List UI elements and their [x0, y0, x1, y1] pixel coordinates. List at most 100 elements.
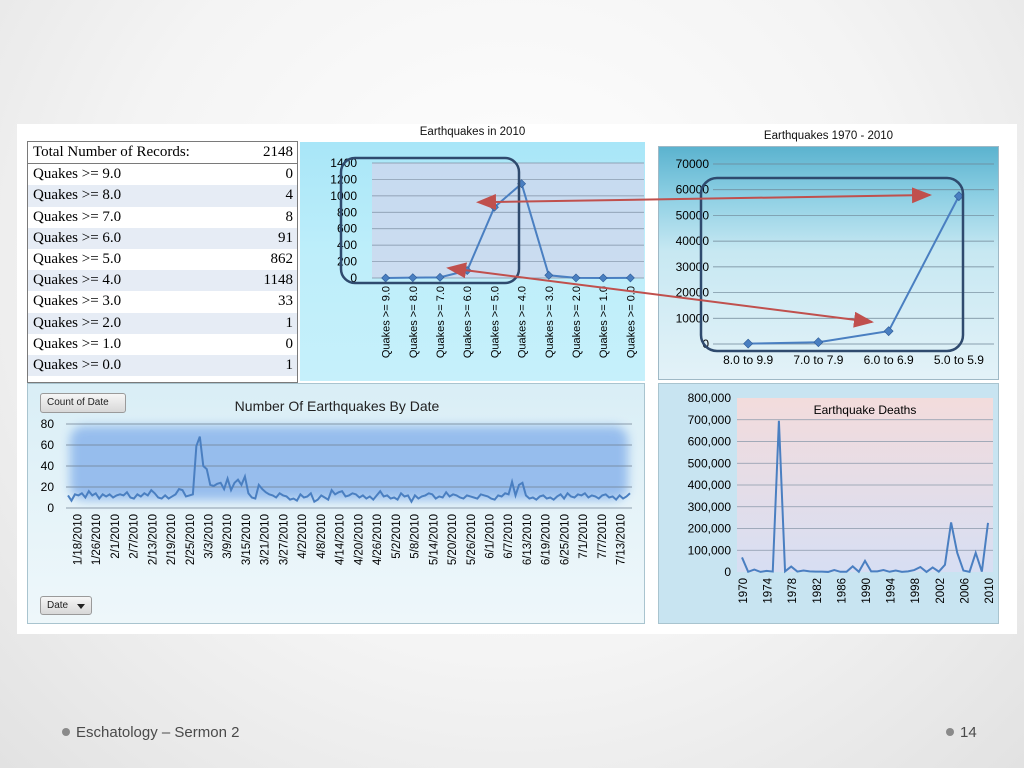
table-row-value: 0	[285, 335, 294, 352]
x-tick-label: 3/15/2010	[241, 514, 253, 565]
x-tick-label: 6/7/2010	[503, 514, 515, 559]
x-tick-label: 1978	[787, 578, 799, 604]
y-tick-label: 0	[702, 337, 709, 351]
x-tick-label: Quakes >= 7.0	[435, 286, 447, 358]
table-header-row: Total Number of Records: 2148	[28, 142, 297, 165]
table-row-label: Quakes >= 3.0	[33, 293, 122, 310]
x-tick-label: 2/13/2010	[147, 514, 159, 565]
footer-left: Eschatology – Sermon 2	[62, 724, 239, 741]
chart-deaths-panel: Earthquake Deaths 0 100,000 200,000 300,000 4…	[658, 383, 999, 624]
chart-by-date-title: Number Of Earthquakes By Date	[234, 398, 440, 414]
table-row: Quakes >= 5.0 862	[28, 249, 297, 270]
x-tick-label: 4/26/2010	[372, 514, 384, 565]
table-row: Quakes >= 8.0 4	[28, 185, 297, 207]
y-tick-label: 40000	[676, 234, 710, 248]
table-row-label: Quakes >= 4.0	[28, 270, 246, 292]
x-tick-label: 1998	[910, 578, 922, 604]
series-line	[748, 195, 960, 345]
y-tick-label: 20000	[676, 286, 710, 300]
table-row-value: 33	[278, 293, 293, 310]
x-tick-label: 3/9/2010	[222, 514, 234, 559]
bullet-icon	[946, 728, 954, 736]
table-row-value: 0	[285, 166, 294, 183]
series-line	[741, 420, 989, 574]
records-table: Total Number of Records: 2148 Quakes >= …	[27, 141, 298, 383]
x-tick-label: 4/8/2010	[316, 514, 328, 559]
x-tick-label: 6/1/2010	[485, 514, 497, 559]
y-tick-label: 80	[41, 417, 55, 431]
y-tick-label: 40	[41, 459, 55, 473]
footer-right: 14	[946, 724, 977, 741]
table-row-label: Quakes >= 2.0	[28, 312, 246, 334]
y-tick-label: 70000	[676, 157, 710, 171]
x-tick-label: 4/14/2010	[335, 514, 347, 565]
x-tick-label: 5/14/2010	[428, 514, 440, 565]
table-row-label: Quakes >= 0.0	[28, 354, 246, 377]
date-filter-label: Date	[47, 600, 69, 611]
x-tick-label: 2/25/2010	[185, 514, 197, 565]
x-tick-label: 6.0 to 6.9	[864, 353, 914, 367]
y-tick-label: 0	[724, 565, 731, 579]
chart-1970-panel: 0 10000 20000 30000 40000 50000 60000 70000 8.0 …	[658, 146, 999, 380]
x-tick-label: 1990	[861, 578, 873, 604]
x-tick-label: Quakes >= 1.0	[598, 286, 610, 358]
table-row-label: Quakes >= 8.0	[28, 185, 246, 207]
table-row: Quakes >= 1.0 0	[28, 334, 297, 355]
table-row: Quakes >= 7.0 8	[28, 207, 297, 228]
table-row: Quakes >= 4.0 1148	[28, 270, 297, 292]
data-point	[953, 191, 964, 202]
table-row-value: 4	[245, 185, 297, 207]
x-tick-label: Quakes >= 3.0	[544, 286, 556, 358]
y-tick-label: 60	[41, 438, 55, 452]
date-filter-button[interactable]: Date	[40, 596, 92, 615]
x-tick-label: 1982	[812, 578, 824, 604]
table-row-label: Quakes >= 7.0	[33, 208, 122, 225]
x-tick-label: 5/26/2010	[466, 514, 478, 565]
chart-by-date-panel: Count of Date Number Of Earthquakes By D…	[27, 383, 645, 624]
x-tick-label: 3/27/2010	[278, 514, 290, 565]
dropdown-arrow-icon	[77, 604, 85, 609]
table-header-value: 2148	[245, 142, 297, 165]
y-tick-label: 400,000	[688, 478, 732, 492]
x-tick-label: 6/25/2010	[559, 514, 571, 565]
y-tick-label: 1000	[330, 189, 357, 203]
x-tick-label: 1994	[886, 577, 898, 603]
chart-1970: 0 10000 20000 30000 40000 50000 60000 70000 8.0 …	[676, 157, 994, 367]
x-tick-label: 7.0 to 7.9	[793, 353, 843, 367]
y-tick-label: 0	[47, 501, 54, 515]
table-row-label: Quakes >= 6.0	[28, 227, 246, 249]
table-row: Quakes >= 0.0 1	[28, 354, 297, 377]
chart-1970-title: Earthquakes 1970 - 2010	[763, 130, 894, 142]
y-tick-label: 50000	[676, 208, 710, 222]
table-row-label: Quakes >= 1.0	[33, 335, 122, 352]
x-tick-label: 1970	[738, 578, 750, 604]
y-tick-label: 200,000	[688, 522, 732, 536]
x-tick-label: 2010	[984, 578, 996, 604]
plot-area	[372, 163, 644, 278]
slide-number: 14	[960, 724, 977, 741]
footer-title: Eschatology – Sermon 2	[76, 724, 240, 741]
y-tick-label: 20	[41, 480, 55, 494]
y-tick-label: 700,000	[688, 413, 732, 427]
x-tick-label: Quakes >= 8.0	[408, 286, 420, 358]
y-tick-label: 800,000	[688, 391, 732, 405]
y-tick-label: 500,000	[688, 456, 732, 470]
data-point	[743, 338, 754, 349]
table-row-label: Quakes >= 9.0	[33, 166, 122, 183]
x-tick-label: 5/8/2010	[410, 514, 422, 559]
x-tick-label: Quakes >= 6.0	[462, 286, 474, 358]
x-tick-label: 1/18/2010	[72, 514, 84, 565]
y-tick-label: 200	[337, 255, 357, 269]
count-of-date-button[interactable]: Count of Date	[40, 393, 126, 413]
data-point	[813, 337, 824, 348]
x-tick-label: 5/20/2010	[447, 514, 459, 565]
table-row: Quakes >= 3.0 33	[28, 291, 297, 312]
chart-deaths: Earthquake Deaths 0 100,000 200,000 300,000 4…	[688, 391, 996, 604]
y-tick-label: 300,000	[688, 500, 732, 514]
table-row-value: 1	[245, 354, 297, 377]
x-tick-label: 1986	[836, 578, 848, 604]
data-point	[883, 326, 894, 337]
x-tick-label: 4/20/2010	[353, 514, 365, 565]
table-row-value: 1148	[245, 270, 297, 292]
chart-deaths-title: Earthquake Deaths	[814, 403, 917, 417]
